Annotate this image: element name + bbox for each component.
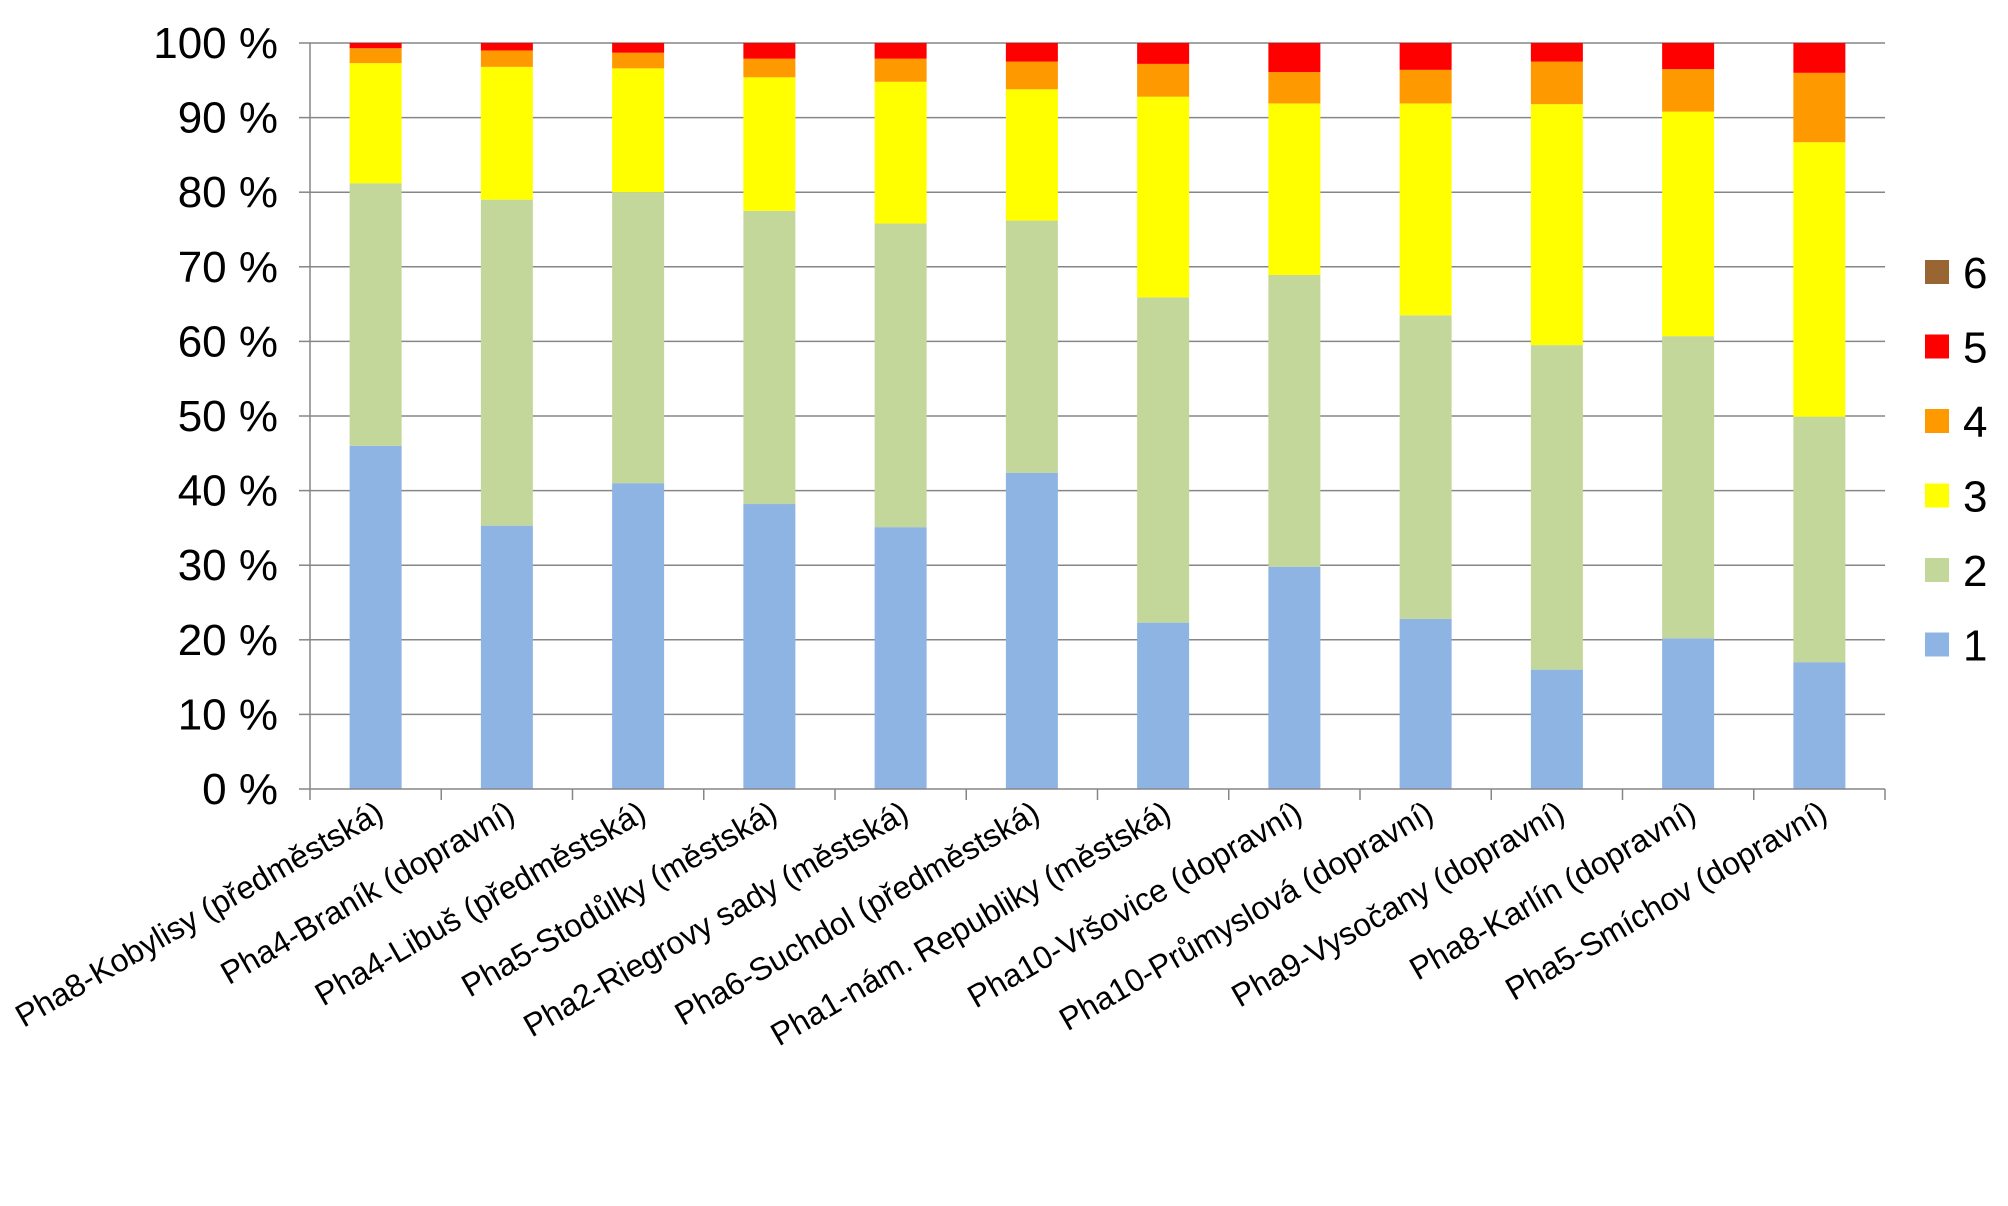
bars (349, 43, 1846, 789)
bar-segment-series-4 (1005, 61, 1058, 90)
y-tick-label: 40 % (178, 467, 278, 516)
bar-segment-series-4 (1268, 72, 1321, 104)
bar-segment-series-2 (612, 192, 665, 484)
bar-segment-series-3 (1137, 96, 1190, 298)
bar-segment-series-2 (480, 199, 533, 526)
legend-label-series-6: 6 (1963, 249, 1987, 298)
bar-segment-series-3 (1662, 111, 1715, 337)
legend-swatch-series-1 (1925, 632, 1949, 657)
bar-segment-series-4 (612, 52, 665, 69)
bar-segment-series-3 (1530, 104, 1583, 346)
legend-swatch-series-4 (1925, 409, 1949, 433)
legend: 6 5 4 3 2 1 (1925, 249, 1987, 671)
bar-segment-series-5 (874, 43, 927, 59)
bar-segment-series-5 (1530, 43, 1583, 62)
legend-swatch-series-5 (1925, 334, 1949, 359)
bar-segment-series-5 (1662, 43, 1715, 70)
bar-segment-series-2 (1793, 416, 1846, 663)
bar-segment-series-3 (1005, 89, 1058, 221)
bar-segment-series-1 (1530, 669, 1583, 789)
bar-segment-series-4 (480, 50, 533, 67)
y-tick-label: 100 % (153, 19, 278, 68)
bar-segment-series-1 (874, 527, 927, 789)
bar-segment-series-1 (1662, 638, 1715, 789)
bar-segment-series-1 (1399, 618, 1452, 789)
bar-segment-series-2 (349, 183, 402, 446)
gridlines (310, 42, 1885, 716)
bar-segment-series-3 (1399, 103, 1452, 316)
bar-segment-series-3 (874, 81, 927, 224)
bar-segment-series-5 (480, 43, 533, 51)
legend-label-series-5: 5 (1963, 324, 1987, 373)
legend-swatch-series-3 (1925, 483, 1949, 508)
x-tick-labels: Pha8-Kobylisy (předměstská)Pha4-Braník (… (9, 794, 1833, 1053)
bar-segment-series-3 (743, 77, 796, 211)
y-tick-label: 70 % (178, 243, 278, 292)
bar-segment-series-1 (1137, 622, 1190, 789)
y-tick-label: 30 % (178, 541, 278, 590)
y-tick-label: 0 % (202, 765, 278, 814)
bar-segment-series-2 (1268, 275, 1321, 567)
y-tick-labels: 0 % 10 % 20 % 30 % 40 % 50 % 60 % 70 % 80 % 90 % 1… (153, 19, 278, 814)
y-tick-label: 20 % (178, 616, 278, 665)
legend-label-series-2: 2 (1963, 547, 1987, 596)
bar-segment-series-1 (743, 504, 796, 789)
y-tick-label: 90 % (178, 94, 278, 143)
y-tick-label: 50 % (178, 392, 278, 441)
legend-label-series-1: 1 (1963, 622, 1987, 671)
bar-segment-series-3 (349, 63, 402, 184)
bar-segment-series-3 (480, 66, 533, 200)
y-tick-label: 10 % (178, 690, 278, 739)
bar-segment-series-1 (612, 483, 665, 789)
legend-swatch-series-6 (1925, 260, 1949, 284)
bar-segment-series-4 (874, 58, 927, 82)
bar-segment-series-4 (1137, 63, 1190, 97)
bar-segment-series-1 (1793, 662, 1846, 789)
bar-segment-series-1 (480, 525, 533, 789)
y-tick-label: 60 % (178, 317, 278, 366)
bar-segment-series-3 (1268, 103, 1321, 276)
bar-segment-series-1 (1005, 472, 1058, 789)
bar-segment-series-4 (349, 48, 402, 64)
bar-segment-series-2 (874, 223, 927, 528)
bar-segment-series-5 (1399, 43, 1452, 70)
bar-segment-series-4 (743, 58, 796, 78)
bar-segment-series-2 (1399, 315, 1452, 619)
axes (299, 42, 1886, 800)
y-tick-label: 80 % (178, 168, 278, 217)
bar-segment-series-2 (743, 210, 796, 505)
bar-segment-series-5 (1005, 43, 1058, 62)
bar-segment-series-4 (1793, 72, 1846, 143)
bar-segment-series-3 (612, 68, 665, 193)
bar-segment-series-1 (1268, 566, 1321, 789)
bar-segment-series-5 (1793, 43, 1846, 73)
bar-segment-series-5 (349, 43, 402, 49)
bar-segment-series-2 (1137, 297, 1190, 623)
bar-segment-series-2 (1530, 345, 1583, 670)
bar-segment-series-4 (1399, 69, 1452, 104)
bar-segment-series-5 (743, 43, 796, 59)
bar-segment-series-1 (349, 445, 402, 789)
bar-segment-series-3 (1793, 142, 1846, 417)
legend-label-series-3: 3 (1963, 473, 1987, 522)
bar-segment-series-2 (1005, 220, 1058, 473)
legend-label-series-4: 4 (1963, 398, 1987, 447)
bar-segment-series-5 (1268, 43, 1321, 73)
bar-segment-series-4 (1530, 61, 1583, 105)
bar-segment-series-4 (1662, 69, 1715, 112)
legend-swatch-series-2 (1925, 558, 1949, 582)
bar-segment-series-5 (612, 43, 665, 53)
bar-segment-series-2 (1662, 336, 1715, 639)
bar-segment-series-5 (1137, 43, 1190, 64)
